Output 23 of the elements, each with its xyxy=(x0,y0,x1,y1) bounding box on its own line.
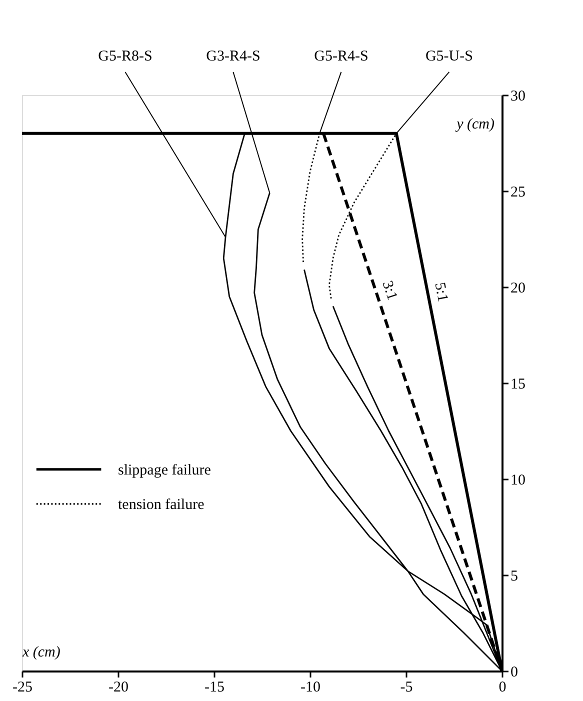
y-tick-label: 25 xyxy=(510,184,526,200)
y-axis-title: y (cm) xyxy=(454,116,494,132)
annotation: G5-R4-S xyxy=(314,48,368,64)
text: 3:1 xyxy=(378,278,400,302)
y-tick-label: 15 xyxy=(510,376,526,392)
legend-label: tension failure xyxy=(118,496,205,513)
text: 5:1 xyxy=(431,281,451,304)
x-tick-label: 0 xyxy=(498,680,506,696)
y-tick-label: 5 xyxy=(510,568,518,584)
x-tick-label: -10 xyxy=(300,680,320,696)
y-tick-label: 0 xyxy=(510,664,518,680)
x-tick-label: -5 xyxy=(400,680,413,696)
x-tick-label: -25 xyxy=(12,680,32,696)
y-tick-label: 30 xyxy=(510,88,526,104)
x-axis-title: x (cm) xyxy=(22,644,60,660)
annotation: G5-U-S xyxy=(425,48,473,64)
x-tick-label: -15 xyxy=(204,680,224,696)
y-tick-label: 10 xyxy=(510,472,526,488)
x-tick-label: -20 xyxy=(108,680,128,696)
annotation: G5-R8-S xyxy=(98,48,152,64)
y-tick-label: 20 xyxy=(510,280,526,296)
legend-label: slippage failure xyxy=(118,462,212,478)
annotation: G3-R4-S xyxy=(206,48,260,64)
